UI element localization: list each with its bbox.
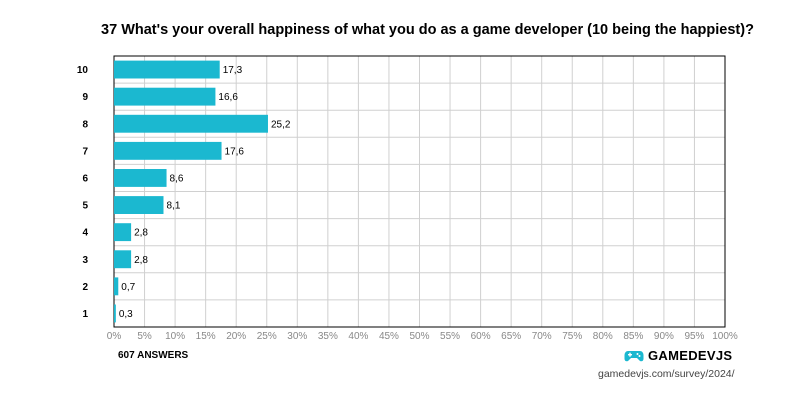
value-label: 0,3 [119, 309, 133, 320]
x-tick-label: 95% [684, 331, 704, 342]
value-label: 17,3 [223, 65, 243, 76]
plot-frame [113, 55, 726, 328]
brand-name: GAMEDEVJS [648, 348, 733, 363]
category-label: 9 [82, 92, 88, 103]
x-tick-label: 15% [196, 331, 216, 342]
x-tick-label: 25% [257, 331, 277, 342]
bar [114, 250, 132, 269]
x-tick-label: 80% [593, 331, 613, 342]
brand-logo: GAMEDEVJS [624, 348, 732, 363]
x-tick-label: 100% [712, 331, 738, 342]
value-label: 0,7 [121, 282, 135, 293]
category-label: 8 [82, 119, 88, 130]
value-label: 17,6 [225, 146, 245, 157]
x-tick-label: 60% [471, 331, 491, 342]
gamepad-icon [624, 350, 644, 361]
bar [114, 223, 132, 242]
x-tick-label: 20% [226, 331, 246, 342]
x-tick-label: 0% [107, 331, 122, 342]
category-label: 2 [82, 282, 88, 293]
category-label: 4 [82, 228, 88, 239]
x-tick-label: 90% [654, 331, 674, 342]
category-label: 10 [77, 65, 89, 76]
value-label: 2,8 [134, 228, 148, 239]
bar [114, 304, 116, 323]
x-tick-label: 35% [318, 331, 338, 342]
answers-count: 607 ANSWERS [118, 350, 189, 361]
x-tick-label: 40% [348, 331, 368, 342]
x-tick-label: 45% [379, 331, 399, 342]
x-tick-label: 75% [562, 331, 582, 342]
x-tick-label: 50% [409, 331, 429, 342]
x-tick-label: 65% [501, 331, 521, 342]
value-label: 8,1 [166, 201, 180, 212]
bar [114, 169, 167, 187]
bar [114, 196, 164, 214]
chart-title: 37 What's your overall happiness of what… [101, 22, 754, 38]
x-tick-label: 10% [165, 331, 185, 342]
value-label: 2,8 [134, 255, 148, 266]
x-tick-label: 5% [137, 331, 152, 342]
bar [114, 60, 220, 79]
category-label: 5 [82, 201, 88, 212]
x-tick-label: 30% [287, 331, 307, 342]
bar [114, 277, 119, 296]
bar [114, 114, 268, 133]
category-label: 7 [82, 146, 88, 157]
category-label: 1 [82, 309, 88, 320]
category-label: 3 [82, 255, 88, 266]
x-tick-label: 55% [440, 331, 460, 342]
category-label: 6 [82, 173, 88, 184]
value-label: 25,2 [271, 119, 291, 130]
bar [114, 87, 216, 106]
value-label: 8,6 [170, 173, 184, 184]
x-tick-label: 85% [623, 331, 643, 342]
x-tick-label: 70% [532, 331, 552, 342]
bar [114, 141, 222, 160]
survey-url: gamedevjs.com/survey/2024/ [598, 368, 735, 380]
value-label: 16,6 [218, 92, 238, 103]
